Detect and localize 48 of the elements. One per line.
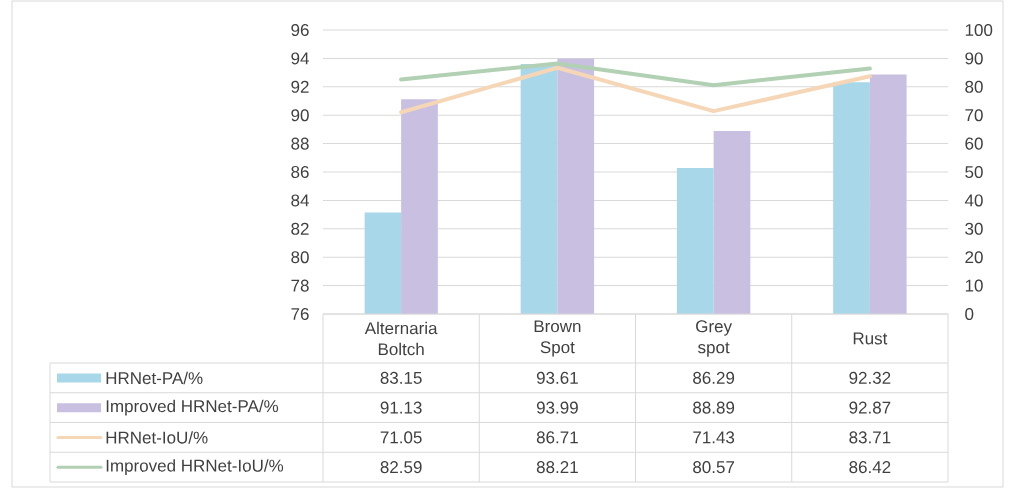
y2-tick-label: 60 <box>965 137 983 150</box>
y2-tick-label: 50 <box>965 165 983 179</box>
data-label: 91.13 <box>380 401 422 414</box>
data-label: 83.15 <box>380 371 422 384</box>
x-tick-label: Rust <box>853 332 888 345</box>
y-tick-label: 82 <box>291 222 309 235</box>
y-tick-label: 84 <box>291 194 309 207</box>
data-label: 83.71 <box>849 431 891 444</box>
y2-tick-label: 30 <box>965 222 983 235</box>
y-tick-label: 76 <box>291 307 309 321</box>
x-tick-label: Alternaria Boltch <box>364 321 438 356</box>
y2-tick-label: 0 <box>965 307 974 321</box>
data-label: 71.43 <box>693 431 735 444</box>
x-tick-label: Brown Spot <box>534 320 581 357</box>
data-label: 93.61 <box>536 371 578 384</box>
data-label: 92.32 <box>849 371 891 384</box>
y-tick-label: 92 <box>291 80 309 93</box>
legend-label: Improved HRNet-IoU/% <box>106 459 284 476</box>
y2-tick-label: 20 <box>965 251 983 264</box>
data-label: 71.05 <box>380 431 422 444</box>
y-tick-label: 88 <box>291 137 309 150</box>
y-tick-label: 94 <box>291 52 309 65</box>
y-tick-label: 90 <box>291 109 309 122</box>
data-label: 86.71 <box>536 431 578 444</box>
legend-label: HRNet-PA/% <box>106 371 203 385</box>
data-label: 86.29 <box>693 371 735 384</box>
data-label: 82.59 <box>380 461 422 474</box>
y2-tick-label: 70 <box>965 109 983 122</box>
y2-tick-label: 100 <box>965 23 993 37</box>
line-series <box>399 61 872 88</box>
data-label: 88.21 <box>536 461 578 474</box>
data-label: 86.42 <box>849 461 891 474</box>
y2-tick-label: 80 <box>965 80 983 93</box>
y2-tick-label: 40 <box>964 194 983 207</box>
data-label: 93.99 <box>536 401 578 414</box>
data-label: 88.89 <box>693 401 735 414</box>
y-tick-label: 96 <box>291 23 309 37</box>
y-tick-label: 78 <box>291 279 309 292</box>
x-tick-label: Grey spot <box>696 320 733 357</box>
data-label: 92.87 <box>849 401 891 414</box>
legend-label: HRNet-IoU/% <box>106 431 208 444</box>
y2-tick-label: 10 <box>965 279 983 292</box>
data-label: 80.57 <box>693 461 735 474</box>
line-series <box>399 65 872 115</box>
legend-label: Improved HRNet-PA/% <box>106 399 279 416</box>
y-tick-label: 80 <box>291 251 309 264</box>
y-tick-label: 86 <box>291 165 309 179</box>
y2-tick-label: 90 <box>965 52 983 65</box>
